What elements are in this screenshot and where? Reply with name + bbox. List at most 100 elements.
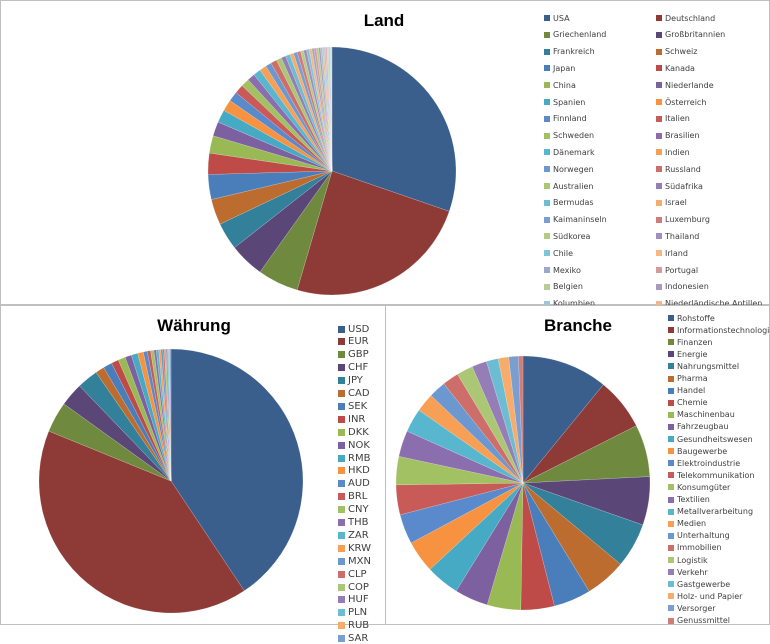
- legend-swatch: [656, 65, 662, 72]
- legend-item: MXN: [338, 556, 371, 567]
- legend-item: CHF: [338, 362, 368, 373]
- legend-item: Niederländische Antillen: [656, 299, 762, 309]
- pie-slice-handel: [522, 482, 590, 607]
- legend-swatch: [338, 622, 345, 630]
- pie-slice-pln: [167, 348, 172, 482]
- legend-item: Gesundheitswesen: [668, 434, 753, 444]
- legend-swatch: [338, 364, 345, 372]
- pie-slice-huf: [165, 348, 172, 482]
- pie-slice-ukraine: [329, 46, 333, 172]
- legend-item: Spanien: [544, 97, 585, 107]
- legend-item: Österreich: [656, 97, 706, 107]
- legend-label: Indien: [665, 147, 690, 157]
- legend-label: Unterhaltung: [677, 531, 730, 541]
- legend-swatch: [338, 635, 345, 643]
- legend-swatch: [544, 48, 550, 55]
- pie-slice-krw: [158, 349, 172, 482]
- legend-item: Pharma: [668, 374, 708, 384]
- legend-swatch: [656, 283, 662, 290]
- legend-label: Logistik: [677, 555, 708, 565]
- branche-chart-panel: Branche Rohstoffe Informationstechnologie…: [385, 305, 770, 625]
- pie-slice-finnland: [229, 92, 333, 172]
- legend-label: THB: [348, 517, 369, 528]
- legend-swatch: [544, 132, 550, 139]
- legend-label: Griechenland: [553, 30, 607, 40]
- pie-slice-inr: [111, 359, 172, 482]
- pie-slice-frankreich: [219, 170, 333, 248]
- legend-swatch: [544, 250, 550, 257]
- legend-swatch: [544, 31, 550, 38]
- legend-label: Gastgewerbe: [677, 579, 731, 589]
- legend-swatch: [338, 531, 345, 539]
- legend-item: Luxemburg: [656, 215, 710, 225]
- pie-slice-irland: [308, 48, 333, 172]
- legend-label: JPY: [348, 375, 363, 387]
- legend-swatch: [544, 149, 550, 156]
- pie-slice-aud: [142, 350, 172, 482]
- pie-slice-gesundheitswesen: [429, 482, 524, 592]
- legend-label: ZAR: [348, 529, 369, 541]
- legend-swatch: [668, 460, 674, 467]
- legend-swatch: [668, 472, 674, 479]
- legend-swatch: [338, 402, 345, 410]
- legend-label: Spanien: [553, 97, 586, 107]
- pie-slice-finanzen: [522, 425, 651, 484]
- legend-item: RMB: [338, 452, 371, 464]
- legend-item: Israel: [656, 198, 687, 208]
- legend-label: Holz- und Papier: [677, 591, 743, 601]
- pie-slice-chile: [306, 48, 333, 172]
- pie-slice-usd: [170, 348, 304, 592]
- waehrung-chart-panel: Währung USD EUR GBP CHF JPY CAD SEK INR DKK NOK RM…: [0, 305, 386, 644]
- pie-slice-konsumgüter: [395, 456, 524, 486]
- legend-item: Textilien: [668, 495, 710, 505]
- legend-swatch: [668, 399, 674, 406]
- chart-title: Land: [363, 11, 405, 30]
- pie-slice-dkk: [117, 356, 172, 482]
- legend-item: Finanzen: [668, 337, 712, 347]
- legend-swatch: [668, 593, 674, 600]
- pie-slice-textilien: [398, 430, 524, 484]
- legend-item: COP: [338, 582, 369, 593]
- pie-slice-cny: [150, 349, 172, 482]
- legend-item: Indonesien: [656, 282, 709, 292]
- legend-label: CNY: [348, 504, 369, 516]
- land-pie: [207, 46, 457, 296]
- legend-label: Informationstechnologie: [677, 325, 770, 335]
- legend-swatch: [656, 31, 662, 38]
- legend-item: Mexiko: [544, 265, 581, 275]
- legend-label: Indonesien: [665, 282, 709, 292]
- legend-swatch: [668, 339, 674, 346]
- legend-swatch: [668, 532, 674, 539]
- pie-slice-rub: [168, 348, 172, 482]
- legend-label: Luxemburg: [665, 215, 710, 225]
- legend-swatch: [656, 199, 662, 206]
- legend-swatch: [656, 300, 662, 307]
- legend-swatch: [338, 441, 345, 449]
- pie-slice-singapur: [326, 46, 333, 172]
- pie-slice-medien: [418, 395, 524, 484]
- legend-swatch: [668, 484, 674, 491]
- pie-slice-elektroindustrie: [399, 482, 524, 544]
- legend-label: BRL: [348, 491, 368, 503]
- legend-item: USA: [544, 13, 570, 23]
- legend-item: China: [544, 80, 576, 90]
- legend-swatch: [338, 338, 345, 346]
- legend-item: Irland: [656, 248, 688, 258]
- legend-swatch: [668, 411, 674, 418]
- legend-item: Brasilien: [656, 131, 700, 141]
- legend-label: NOK: [348, 439, 370, 451]
- pie-slice-belgien: [316, 47, 333, 172]
- legend-label: DKK: [348, 426, 369, 438]
- legend-item: Kaimaninseln: [544, 215, 607, 225]
- legend-item: Immobilien: [668, 543, 722, 553]
- legend-label: Brasilien: [665, 131, 700, 141]
- legend-item: BRL: [338, 491, 368, 503]
- pie-slice-jpy: [79, 372, 172, 482]
- legend-item: Schweiz: [656, 47, 697, 57]
- pie-slice-sek: [103, 362, 172, 482]
- legend-label: RMB: [348, 452, 371, 464]
- legend-item: Bermudas: [544, 198, 594, 208]
- legend-item: SEK: [338, 401, 367, 412]
- legend-swatch: [656, 115, 662, 122]
- pie-slice-südkorea: [300, 50, 333, 172]
